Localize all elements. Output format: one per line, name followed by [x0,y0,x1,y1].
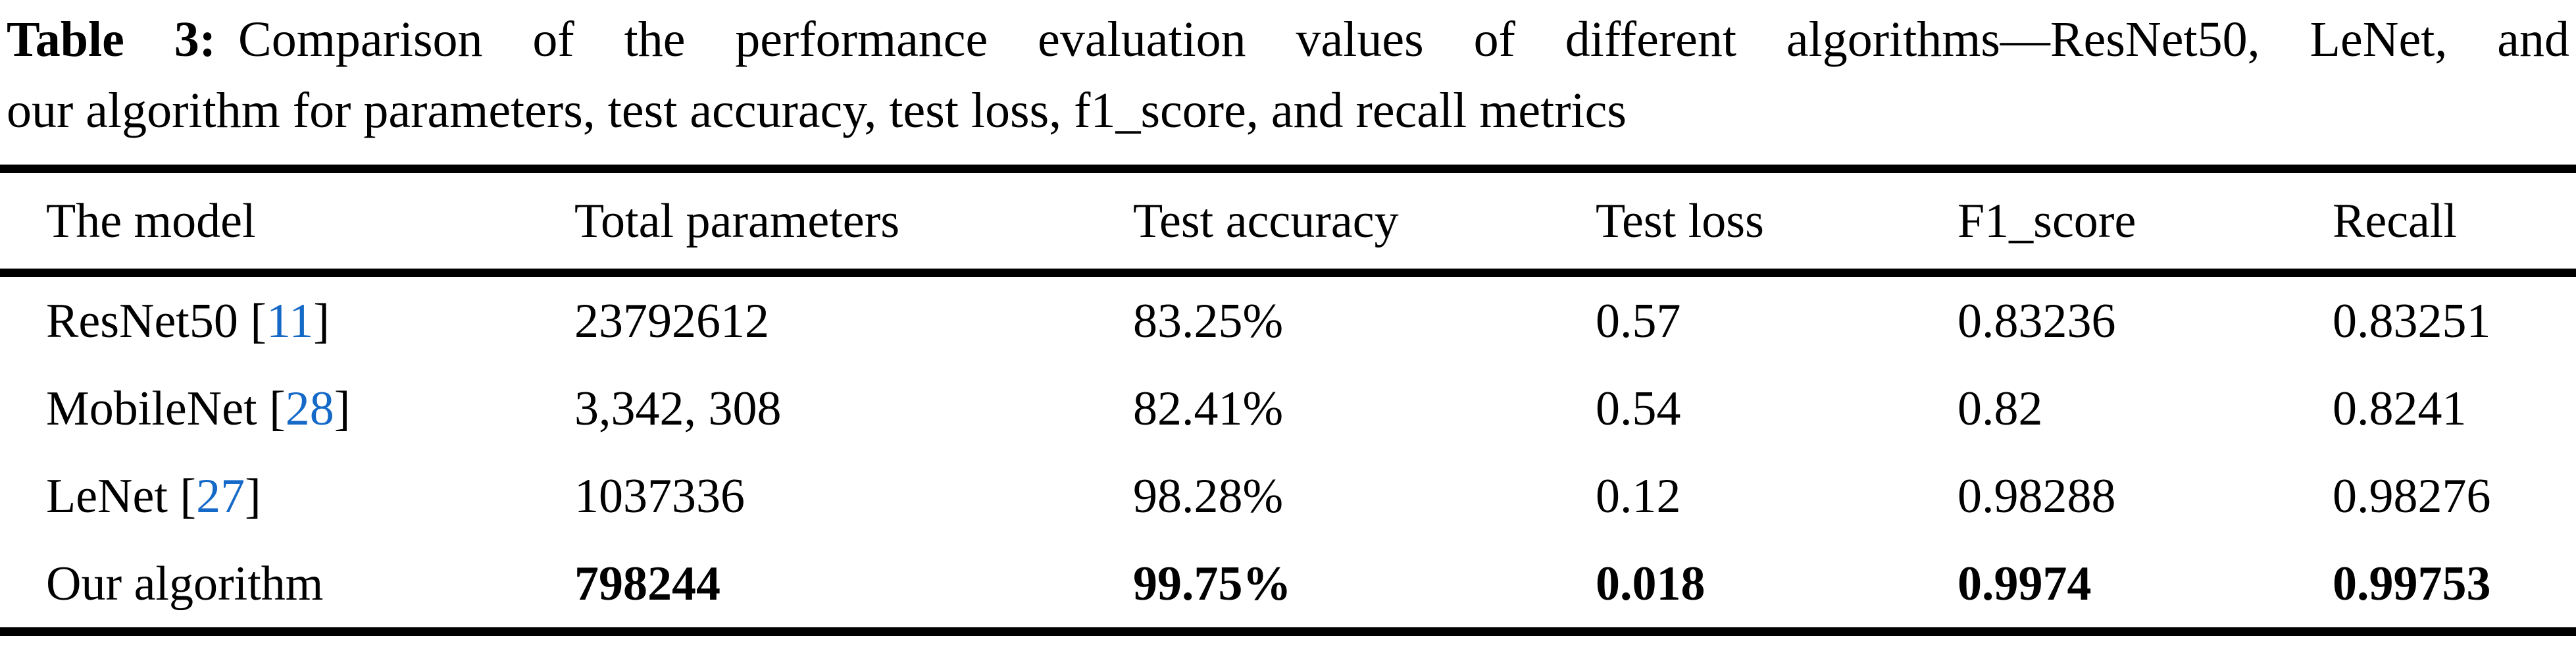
table-row: ResNet50 [11] 23792612 83.25% 0.57 0.832… [0,277,2576,365]
model-name: ResNet50 [46,294,238,348]
cell-f1-score: 0.98288 [1957,469,2116,523]
column-header-test-accuracy: Test accuracy [1133,194,1399,248]
model-name: MobileNet [46,381,257,436]
cell-recall: 0.8241 [2333,381,2467,436]
citation-link[interactable]: 28 [285,381,334,436]
column-header-total-parameters: Total parameters [574,194,900,248]
citation-open-bracket: [ [250,294,267,348]
model-cell: Our algorithm [46,560,574,608]
model-cell: LeNet [27] [46,472,574,521]
citation-close-bracket: ] [245,469,261,523]
cell-test-accuracy: 83.25% [1133,294,1284,348]
column-header-f1-score: F1_score [1957,194,2136,248]
cell-test-loss: 0.54 [1596,381,1681,436]
table-caption: Table 3: Comparison of the performance ev… [0,0,2576,146]
citation: [11] [238,294,330,348]
table-row: LeNet [27] 1037336 98.28% 0.12 0.98288 0… [0,452,2576,540]
cell-total-parameters: 3,342, 308 [574,381,782,436]
cell-total-parameters: 1037336 [574,469,745,523]
table-body: ResNet50 [11] 23792612 83.25% 0.57 0.832… [0,277,2576,627]
citation-link[interactable]: 11 [266,294,314,348]
column-header-recall: Recall [2333,194,2458,248]
cell-test-accuracy: 98.28% [1133,469,1284,523]
citation-open-bracket: [ [269,381,286,436]
cell-f1-score: 0.83236 [1957,294,2116,348]
citation-close-bracket: ] [313,294,330,348]
table-row: Our algorithm 798244 99.75% 0.018 0.9974… [0,540,2576,627]
table-header-rule [0,269,2576,277]
table-header-row: The model Total parameters Test accuracy… [0,173,2576,269]
model-name: Our algorithm [46,556,324,611]
cell-recall: 0.83251 [2333,294,2491,348]
caption-text-line-2: our algorithm for parameters, test accur… [7,83,1627,138]
cell-recall: 0.99753 [2333,556,2491,611]
column-header-model: The model [46,194,256,248]
citation-link[interactable]: 27 [196,469,245,523]
cell-recall: 0.98276 [2333,469,2491,523]
model-name: LeNet [46,469,168,523]
table-bottom-rule [0,627,2576,636]
cell-f1-score: 0.9974 [1957,556,2092,611]
column-header-test-loss: Test loss [1596,194,1764,248]
cell-test-accuracy: 99.75% [1133,556,1292,611]
cell-total-parameters: 798244 [574,556,720,611]
citation: [28] [257,381,351,436]
cell-total-parameters: 23792612 [574,294,769,348]
table-top-rule [0,165,2576,173]
citation: [27] [168,469,261,523]
caption-line-1: Table 3: Comparison of the performance ev… [7,4,2569,75]
citation-open-bracket: [ [180,469,197,523]
caption-text-line-1: Comparison of the performance evaluation… [238,12,2570,67]
model-cell: ResNet50 [11] [46,297,574,346]
cell-test-loss: 0.12 [1596,469,1681,523]
cell-f1-score: 0.82 [1957,381,2043,436]
table-row: MobileNet [28] 3,342, 308 82.41% 0.54 0.… [0,365,2576,452]
caption-label: Table 3: [7,12,216,67]
cell-test-accuracy: 82.41% [1133,381,1284,436]
citation-close-bracket: ] [334,381,351,436]
cell-test-loss: 0.018 [1596,556,1705,611]
cell-test-loss: 0.57 [1596,294,1681,348]
model-cell: MobileNet [28] [46,384,574,433]
